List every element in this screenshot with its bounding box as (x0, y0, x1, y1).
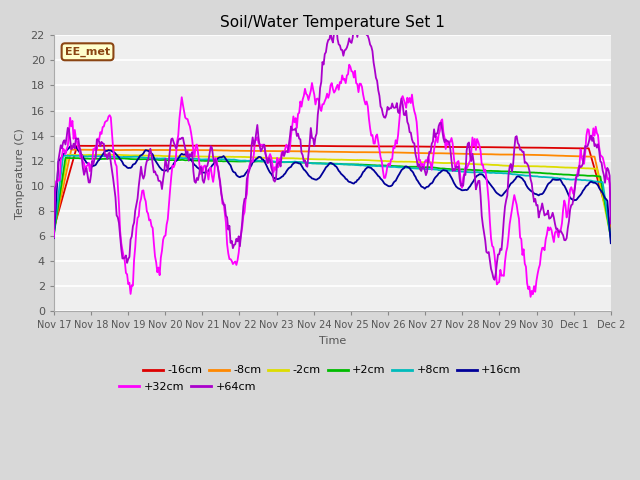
-16cm (557, 145, 564, 151)
+8cm (286, 159, 294, 165)
+64cm (357, 12, 365, 18)
-2cm (390, 158, 397, 164)
-8cm (460, 151, 468, 156)
Line: +32cm: +32cm (54, 65, 611, 297)
+16cm (460, 187, 468, 193)
+2cm (557, 171, 564, 177)
Line: +2cm: +2cm (54, 158, 611, 237)
X-axis label: Time: Time (319, 336, 346, 346)
-2cm (225, 154, 232, 159)
Y-axis label: Temperature (C): Temperature (C) (15, 128, 25, 219)
Legend: +32cm, +64cm: +32cm, +64cm (115, 377, 260, 396)
+8cm (557, 176, 564, 181)
-16cm (50, 226, 58, 231)
+2cm (286, 159, 294, 165)
+32cm (527, 294, 534, 300)
Line: +8cm: +8cm (54, 156, 611, 239)
-16cm (134, 143, 141, 148)
+2cm (607, 234, 614, 240)
-2cm (106, 152, 113, 157)
+8cm (225, 156, 232, 162)
+8cm (390, 164, 397, 170)
-8cm (607, 226, 614, 232)
Line: +16cm: +16cm (54, 146, 611, 243)
-8cm (50, 228, 58, 233)
-8cm (390, 150, 397, 156)
Line: -2cm: -2cm (54, 155, 611, 237)
+16cm (286, 165, 294, 170)
+2cm (50, 232, 58, 238)
+64cm (363, 32, 371, 38)
-16cm (460, 144, 468, 150)
-8cm (557, 153, 564, 158)
-2cm (363, 157, 371, 163)
+8cm (363, 163, 371, 168)
-2cm (460, 161, 468, 167)
+32cm (460, 171, 468, 177)
-8cm (286, 148, 294, 154)
+2cm (390, 163, 397, 169)
+8cm (607, 236, 614, 242)
+2cm (460, 167, 468, 172)
+32cm (285, 149, 292, 155)
-8cm (363, 149, 371, 155)
+32cm (390, 144, 397, 150)
+2cm (225, 158, 232, 164)
+16cm (390, 180, 397, 186)
+64cm (285, 143, 292, 149)
+16cm (557, 178, 564, 183)
+64cm (491, 277, 499, 283)
+32cm (346, 62, 353, 68)
+64cm (390, 105, 397, 110)
+16cm (71, 143, 79, 149)
Line: -8cm: -8cm (54, 150, 611, 230)
-2cm (607, 234, 614, 240)
+64cm (558, 230, 566, 236)
+16cm (607, 240, 614, 246)
+32cm (50, 235, 58, 240)
-8cm (225, 148, 232, 154)
+2cm (61, 155, 69, 161)
+32cm (363, 98, 371, 104)
-2cm (286, 156, 294, 161)
-2cm (50, 227, 58, 232)
+32cm (607, 218, 614, 224)
+64cm (223, 215, 231, 220)
-16cm (225, 143, 232, 149)
Line: -16cm: -16cm (54, 145, 611, 228)
-16cm (390, 144, 397, 149)
Line: +64cm: +64cm (54, 15, 611, 280)
-16cm (607, 223, 614, 228)
-2cm (557, 165, 564, 170)
-16cm (286, 143, 294, 149)
+8cm (50, 231, 58, 237)
+64cm (50, 226, 58, 232)
+64cm (460, 172, 468, 178)
-16cm (363, 144, 371, 149)
+32cm (558, 220, 566, 226)
+16cm (50, 235, 58, 241)
+8cm (67, 153, 75, 158)
-8cm (76, 147, 83, 153)
+64cm (607, 221, 614, 227)
+16cm (225, 159, 232, 165)
+32cm (223, 241, 231, 247)
+8cm (460, 169, 468, 175)
+2cm (363, 162, 371, 168)
Text: EE_met: EE_met (65, 47, 110, 57)
+16cm (363, 165, 371, 171)
Title: Soil/Water Temperature Set 1: Soil/Water Temperature Set 1 (220, 15, 445, 30)
